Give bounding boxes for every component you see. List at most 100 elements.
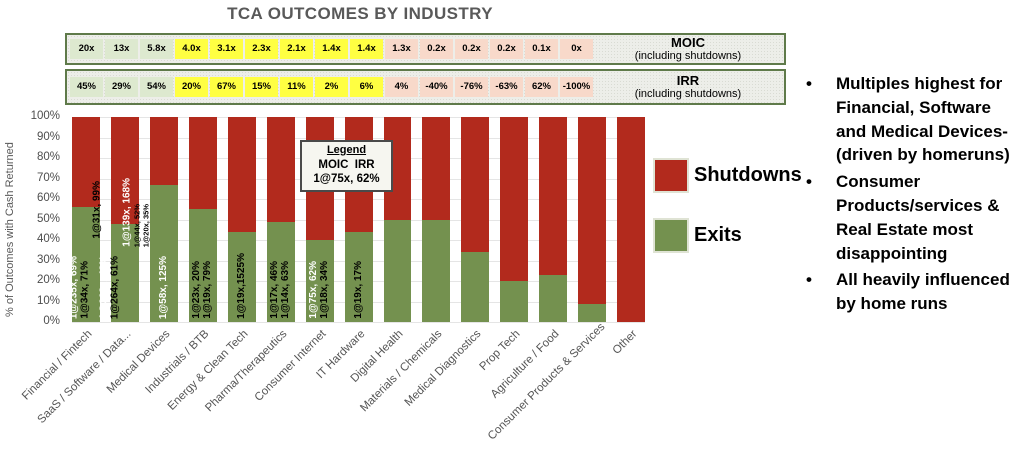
bar-annotations: 1@23x, 20% 1@19x, 79% [191, 261, 214, 319]
irr-cell: 2% [315, 77, 348, 97]
bullet-item: • All heavily influenced by home runs [806, 268, 1022, 316]
bar: 1@235x, 69% 1@34x, 71% 1@31x, 99% [68, 117, 102, 322]
bars-container: 1@235x, 69% 1@34x, 71% 1@31x, 99% 1@368x, 4… [68, 117, 646, 322]
moic-cell: 1.4x [315, 39, 348, 59]
bar-segment-exits [461, 252, 490, 322]
irr-cell: 15% [245, 77, 278, 97]
bar-segment-shutdowns [578, 117, 607, 304]
bar [500, 117, 529, 322]
bullet-text: Consumer Products/services & Real Estate… [836, 172, 1000, 263]
irr-cell: -76% [455, 77, 488, 97]
bar-annotations: 1@19x, 17% [352, 261, 364, 319]
y-tick-label: 10% [36, 294, 60, 307]
bar: 1@58x, 125% [149, 117, 178, 322]
shutdowns-legend-label: Shutdowns [694, 164, 802, 186]
moic-values: 20x 13x 5.8x 4.0x 3.1x 2.3x 2.1x 1.4x 1.4x 1.3x 0.… [70, 39, 595, 59]
irr-note: (including shutdowns) [634, 88, 742, 101]
bar-segment-exits [266, 221, 295, 322]
y-tick-label: 60% [36, 192, 60, 204]
moic-cell: 2.3x [245, 39, 278, 59]
chart-title: TCA OUTCOMES BY INDUSTRY [227, 4, 493, 23]
bar-segment-exits [344, 231, 373, 322]
bar-annotation: 1@235x, 69% [68, 255, 80, 319]
bullet-marker: • [806, 74, 812, 93]
moic-cell: 0.2x [455, 39, 488, 59]
irr-values: 45% 29% 54% 20% 67% 15% 11% 2% 6% 4% -40% -76% -63% 6… [70, 77, 595, 97]
bar-segment-exits [383, 219, 412, 322]
bar-annotations: 1@368x, 48% 1@264x, 61% 1@139x, 168% 1@44x,… [98, 178, 151, 319]
bar-segment-exits [500, 281, 529, 322]
bar [461, 117, 490, 322]
plot-area: 1@235x, 69% 1@34x, 71% 1@31x, 99% 1@368x, 4… [68, 117, 646, 323]
y-tick-label: 40% [36, 233, 60, 245]
bar-segment-shutdowns [72, 117, 100, 208]
bullet-marker: • [806, 270, 812, 290]
gridline [72, 322, 645, 323]
irr-label-block: IRR (including shutdowns) [595, 72, 781, 101]
bullet-text: Multiples highest for Financial, Softwar… [836, 74, 1010, 165]
bar-segment-exits [539, 274, 568, 322]
irr-label: IRR [676, 72, 700, 88]
bar-annotation: 1@19x,1525% [235, 253, 247, 319]
irr-cell: -100% [560, 77, 593, 97]
bullet-item: • Multiples highest for Financial, Softwa… [806, 72, 1022, 167]
bar-segment-exits [578, 303, 607, 322]
bar-segment-shutdowns [422, 117, 451, 220]
bar-annotation: 1@20x, 35% [141, 203, 151, 247]
y-tick-label: 100% [30, 110, 60, 122]
bar-annotation: 1@17x, 46% [268, 261, 280, 319]
irr-cell: 6% [350, 77, 383, 97]
bar-annotations: 1@75x, 62% 1@18x, 34% [307, 261, 331, 319]
moic-cell: 3.1x [210, 39, 243, 59]
irr-cell: -40% [420, 77, 453, 97]
commentary-bullets: • Multiples highest for Financial, Softwa… [806, 72, 1022, 319]
bar-segment-exits [110, 223, 139, 322]
moic-cell: 5.8x [140, 39, 173, 59]
bar-annotation: 1@264x, 61% [109, 255, 121, 319]
irr-cell: 11% [280, 77, 313, 97]
moic-cell: 1.3x [385, 39, 418, 59]
irr-cell: 45% [70, 77, 103, 97]
exits-legend-label: Exits [694, 224, 742, 246]
bar [539, 117, 568, 322]
bar-annotation: 1@18x, 34% [319, 261, 331, 319]
bar: 1@368x, 48% 1@264x, 61% 1@139x, 168% 1@44x,… [98, 117, 151, 322]
bar-segment-shutdowns [500, 117, 529, 281]
bar-annotations: 1@58x, 125% [157, 255, 170, 319]
moic-cell: 13x [105, 39, 138, 59]
moic-cell: 4.0x [175, 39, 208, 59]
bar-segment-exits [227, 231, 256, 322]
bar [617, 117, 646, 322]
legend-box-example: 1@75x, 62% [313, 173, 380, 186]
bar-segment-shutdowns [266, 117, 295, 222]
moic-note: (including shutdowns) [634, 50, 742, 63]
irr-cell: 67% [210, 77, 243, 97]
bar-annotation: 1@19x, 79% [202, 261, 214, 319]
bar-segment-exits [149, 184, 178, 322]
bar-segment-exits [188, 209, 217, 322]
moic-cell: 20x [70, 39, 103, 59]
bar: 1@19x,1525% [227, 117, 256, 322]
bar-segment-exits [422, 219, 451, 322]
irr-cell: 20% [175, 77, 208, 97]
irr-cell: 29% [105, 77, 138, 97]
moic-header-row: 20x 13x 5.8x 4.0x 3.1x 2.3x 2.1x 1.4x 1.4x 1.3x 0.… [65, 33, 786, 65]
bar-annotation: 1@139x, 168% [121, 178, 133, 247]
moic-irr-legend-box: Legend MOIC IRR 1@75x, 62% [300, 140, 393, 192]
bar-segment-exits [305, 240, 334, 322]
bar-segment-exits [72, 207, 100, 322]
bar-annotation: 1@75x, 62% [307, 261, 319, 319]
legend-box-headers: MOIC IRR [318, 158, 375, 171]
bar-annotation: 1@19x, 17% [352, 261, 364, 319]
irr-header-row: 45% 29% 54% 20% 67% 15% 11% 2% 6% 4% -40% -76% -63% 6… [65, 69, 786, 105]
moic-cell: 1.4x [350, 39, 383, 59]
moic-cell: 0.2x [420, 39, 453, 59]
y-axis-title: % of Outcomes with Cash Returned [4, 142, 16, 318]
irr-cell: 62% [525, 77, 558, 97]
bar-annotation: 1@14x, 63% [280, 261, 292, 319]
y-tick-label: 0% [43, 315, 60, 327]
bar-segment-shutdowns [461, 117, 490, 253]
bar-annotation: 1@34x, 71% [79, 261, 91, 319]
bar-annotation: 1@58x, 125% [157, 255, 169, 319]
bullet-item: • Consumer Products/services & Real Estat… [806, 170, 1022, 265]
